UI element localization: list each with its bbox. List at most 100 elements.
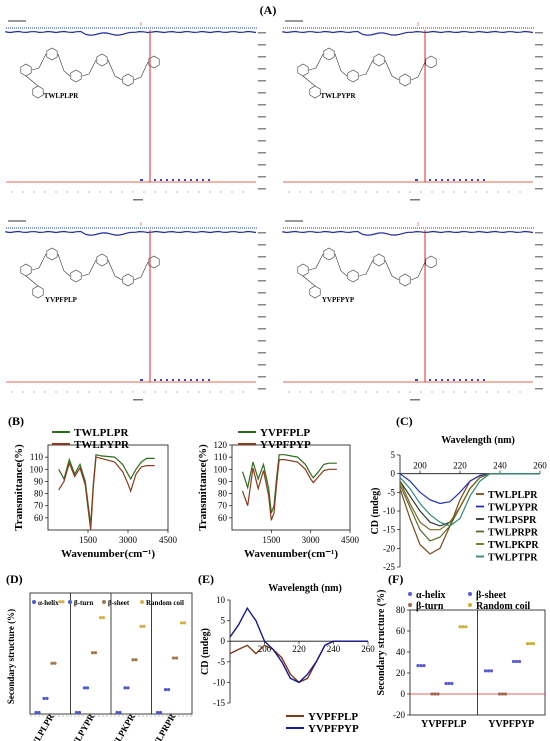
legend-label: α-helix <box>38 599 59 607</box>
data-point <box>416 664 420 668</box>
legend-label: TWLPRPR <box>488 528 539 539</box>
y-tick-label-mark <box>535 68 543 70</box>
data-point <box>179 621 184 625</box>
signal-mark <box>459 379 461 381</box>
legend-label: β-turn <box>416 601 444 612</box>
signal-mark <box>190 379 192 381</box>
signal-mark <box>196 179 198 181</box>
peptide-name: TWLPLPR <box>44 92 80 100</box>
data-point <box>436 692 440 696</box>
ring <box>32 285 44 299</box>
y-tick-label-mark <box>258 280 266 282</box>
data-point <box>118 710 122 715</box>
x-tick-label: 4500 <box>341 535 360 545</box>
ring <box>323 247 335 261</box>
ring <box>46 247 58 261</box>
ring <box>399 73 411 87</box>
axis-title: Wavelength (nm) <box>268 583 342 594</box>
molecule-structure <box>297 247 437 299</box>
ring <box>373 53 385 67</box>
signal-mark <box>208 379 210 381</box>
x-tick-label: 1500 <box>79 535 98 545</box>
data-point <box>50 661 54 665</box>
y-tick-label-mark <box>535 280 543 282</box>
legend-label: TWLPLPR <box>488 490 538 501</box>
series-line <box>58 453 155 526</box>
molecule-structure <box>297 47 437 99</box>
signal-mark <box>477 379 479 381</box>
legend-label: Random coil <box>476 601 530 612</box>
ring <box>46 47 58 61</box>
y-tick-label: -20 <box>393 710 405 720</box>
ring <box>96 253 108 267</box>
data-point <box>42 696 46 701</box>
y-tick-label-mark <box>535 116 543 118</box>
data-point <box>483 669 488 673</box>
y-tick-label: 70 <box>34 501 44 511</box>
legend-label: YVPFPYP <box>308 723 359 735</box>
data-point <box>37 710 41 715</box>
y-axis-title: CD (mdeg) <box>200 628 211 675</box>
signal-mark <box>441 379 443 381</box>
y-tick-label-mark <box>258 340 266 342</box>
bond <box>358 259 374 277</box>
x-tick-label: 220 <box>453 461 467 471</box>
y-tick-label: -20 <box>383 543 395 553</box>
y-tick-label: 60 <box>34 513 44 523</box>
y-tick-label: 90 <box>34 476 44 486</box>
panel-label-b: (B) <box>8 414 24 428</box>
data-point <box>503 692 508 696</box>
data-point <box>163 688 168 692</box>
y-axis-title: Secondary structure (%) <box>376 590 387 696</box>
panel-label-c: (C) <box>396 414 413 428</box>
data-point <box>158 710 163 715</box>
data-point <box>422 664 426 668</box>
legend-dot <box>408 603 412 607</box>
series-line <box>229 606 368 684</box>
series-line <box>58 456 155 531</box>
y-tick-label: 0 <box>221 636 226 646</box>
legend-label: Random coil <box>146 599 184 607</box>
signal-mark <box>441 179 443 181</box>
data-point <box>461 625 465 629</box>
x-axis-title-mark <box>133 399 143 401</box>
data-point <box>77 710 82 715</box>
signal-mark <box>166 379 168 381</box>
bond <box>107 259 123 281</box>
spectrum-baseline <box>5 30 257 36</box>
y-tick-label-mark <box>258 376 266 378</box>
y-tick-label: 0 <box>401 689 406 699</box>
y-tick-label-mark <box>535 364 543 366</box>
chart-B-right: 60 70 80 90 100 110 120 1500 3000 4500Wavenumber(… <box>197 427 360 560</box>
data-point <box>98 616 103 620</box>
signal-mark <box>208 179 210 181</box>
y-tick-label-mark <box>535 140 543 142</box>
bond <box>133 61 149 81</box>
bond <box>358 59 374 77</box>
ring <box>20 63 32 77</box>
legend-label: TWLPSPR <box>488 515 537 526</box>
y-tick-label-mark <box>535 128 543 130</box>
y-tick-label: -10 <box>213 677 225 687</box>
ring <box>425 255 437 269</box>
bond <box>308 253 324 271</box>
y-axis-title: Transmittance(%) <box>197 444 209 531</box>
y-tick-label-mark <box>258 188 266 190</box>
signal-mark <box>154 379 156 381</box>
ring <box>297 263 309 277</box>
x-axis-title-mark <box>133 199 143 201</box>
bond <box>31 53 47 71</box>
bond <box>25 275 39 287</box>
legend-label: β-sheet <box>108 599 130 607</box>
y-tick-label-mark <box>258 292 266 294</box>
data-point <box>139 624 143 628</box>
signal-mark <box>483 379 485 381</box>
data-point <box>528 642 533 646</box>
signal-mark <box>447 179 449 181</box>
y-tick-label-mark <box>258 56 266 58</box>
y-axis-title: Secondary structure (%) <box>6 609 16 704</box>
ring <box>309 285 321 299</box>
legend-label: YVPFPLP <box>308 711 358 723</box>
y-tick-label-mark <box>535 232 543 234</box>
